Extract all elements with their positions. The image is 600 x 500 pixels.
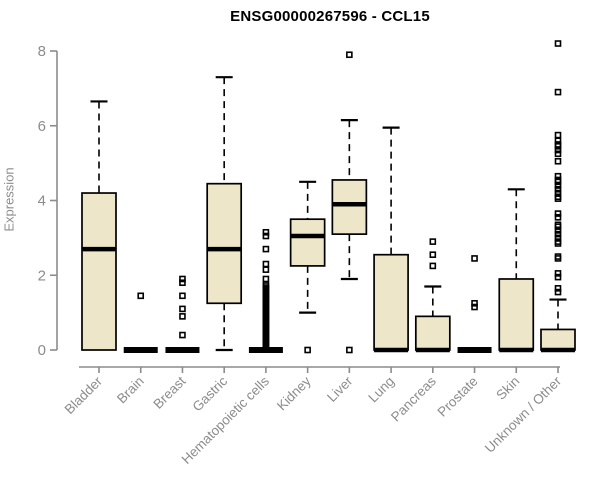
box-kidney — [289, 218, 326, 267]
outlier-point — [554, 214, 562, 221]
outlier-point — [179, 305, 186, 313]
outlier-point — [554, 157, 562, 165]
outlier-point — [179, 313, 186, 320]
box-skin — [498, 278, 535, 351]
outlier-point — [262, 260, 270, 268]
outlier-point — [554, 270, 562, 277]
outlier-point — [179, 275, 186, 283]
outlier-point — [554, 146, 562, 154]
outlier-point — [346, 51, 353, 59]
x-category-label: Breast — [150, 373, 188, 411]
outlier-point — [554, 210, 562, 217]
outlier-point — [554, 178, 562, 186]
box-liver — [331, 179, 368, 235]
x-category-label: Gastric — [189, 373, 230, 414]
x-category-label: Kidney — [274, 373, 314, 413]
box-lung — [373, 253, 409, 351]
outlier-point — [554, 240, 562, 247]
outlier-point — [179, 279, 186, 287]
outlier-point — [554, 288, 562, 296]
box-bladder — [81, 192, 117, 351]
outlier-point — [471, 255, 478, 262]
outlier-point — [471, 299, 478, 307]
x-category-label: Bladder — [62, 373, 106, 417]
outlier-point — [554, 40, 562, 47]
outlier-point — [137, 292, 145, 300]
x-category-label: Unknown / Other — [482, 373, 565, 456]
outlier-point — [179, 331, 186, 339]
x-category-label: Prostate — [435, 374, 481, 420]
outlier-point — [554, 227, 562, 234]
outlier-point — [429, 251, 437, 258]
x-category-label: Skin — [493, 374, 522, 403]
box-unknown-other — [540, 328, 576, 351]
outlier-point — [429, 238, 437, 245]
chart-title: ENSG00000267596 - CCL15 — [230, 8, 430, 25]
outlier-point — [554, 273, 562, 281]
outlier-point — [554, 255, 562, 262]
y-tick-label: 2 — [38, 267, 46, 284]
outlier-point — [554, 223, 562, 230]
outlier-point — [262, 228, 270, 236]
outlier-point — [554, 182, 562, 189]
x-category-label: Brain — [114, 374, 147, 407]
outlier-point — [554, 88, 562, 96]
outlier-point — [304, 346, 311, 354]
x-category-label: Liver — [324, 373, 356, 405]
outlier-point — [554, 185, 562, 193]
outlier-point — [471, 303, 478, 311]
outlier-point — [262, 266, 270, 273]
outlier-point — [429, 262, 437, 270]
box-pancreas — [414, 315, 451, 351]
outlier-point — [346, 346, 353, 354]
outlier-point — [554, 230, 562, 238]
outlier-point — [179, 292, 186, 300]
y-tick-label: 8 — [38, 43, 46, 60]
outlier-point — [262, 344, 270, 352]
outlier-point — [554, 143, 562, 150]
box-gastric — [206, 182, 243, 305]
x-category-label: Lung — [365, 374, 397, 406]
y-tick-label: 0 — [38, 342, 46, 359]
outlier-point — [554, 285, 562, 292]
outlier-point — [262, 275, 270, 283]
outlier-point — [262, 245, 270, 253]
outlier-point — [554, 131, 562, 139]
outlier-point — [554, 195, 562, 202]
x-category-label: Pancreas — [388, 373, 439, 424]
y-tick-label: 6 — [38, 118, 46, 135]
outlier-point — [262, 232, 270, 240]
outlier-point — [554, 150, 562, 158]
y-tick-label: 4 — [38, 193, 46, 210]
